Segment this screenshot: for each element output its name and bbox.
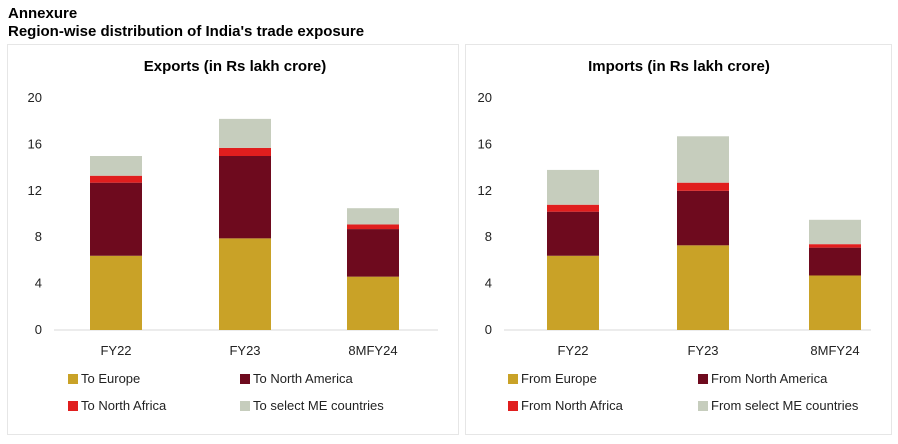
imports-bar-fy22-series-1 bbox=[547, 211, 599, 256]
imports-y-tick-label: 4 bbox=[485, 276, 492, 291]
exports-bar-fy22-series-3 bbox=[90, 156, 142, 176]
exports-x-tick-label: FY23 bbox=[229, 343, 260, 358]
imports-legend-swatch bbox=[698, 401, 708, 411]
exports-y-tick-label: 12 bbox=[28, 183, 42, 198]
imports-x-tick-label: FY22 bbox=[557, 343, 588, 358]
exports-bar-8mfy24-series-1 bbox=[347, 229, 399, 277]
exports-bar-8mfy24-series-2 bbox=[347, 224, 399, 230]
imports-bar-8mfy24-series-3 bbox=[809, 219, 861, 245]
imports-legend-swatch bbox=[508, 401, 518, 411]
exports-legend-label: To Europe bbox=[81, 371, 140, 386]
imports-bar-8mfy24-series-0 bbox=[809, 275, 861, 330]
exports-bar-fy23-series-0 bbox=[219, 238, 271, 330]
imports-legend-swatch bbox=[508, 374, 518, 384]
exports-bar-8mfy24-series-3 bbox=[347, 208, 399, 225]
imports-bar-fy23-series-3 bbox=[677, 136, 729, 183]
exports-bar-fy23-series-1 bbox=[219, 156, 271, 239]
imports-y-tick-label: 12 bbox=[478, 183, 492, 198]
exports-legend-swatch bbox=[68, 401, 78, 411]
imports-bar-fy22-series-0 bbox=[547, 255, 599, 330]
imports-chart: Imports (in Rs lakh crore) 0 4 8 12 16 20 FY22 F… bbox=[478, 58, 871, 413]
exports-bar-fy22-series-0 bbox=[90, 255, 142, 330]
exports-y-tick-label: 0 bbox=[35, 322, 42, 337]
exports-bar-fy22-series-2 bbox=[90, 175, 142, 183]
exports-bar-8mfy24-series-0 bbox=[347, 276, 399, 330]
exports-chart-title: Exports (in Rs lakh crore) bbox=[144, 58, 327, 75]
imports-bar-fy22-series-3 bbox=[547, 169, 599, 205]
imports-x-tick-label: FY23 bbox=[687, 343, 718, 358]
exports-legend-label: To North America bbox=[253, 371, 353, 386]
exports-y-tick-label: 4 bbox=[35, 276, 42, 291]
imports-legend-label: From Europe bbox=[521, 371, 597, 386]
exports-y-tick-label: 8 bbox=[35, 229, 42, 244]
exports-legend-label: To North Africa bbox=[81, 398, 167, 413]
imports-y-tick-label: 0 bbox=[485, 322, 492, 337]
exports-x-tick-label: FY22 bbox=[100, 343, 131, 358]
imports-chart-title: Imports (in Rs lakh crore) bbox=[588, 58, 770, 75]
imports-bar-fy23-series-1 bbox=[677, 190, 729, 246]
exports-legend-swatch bbox=[240, 401, 250, 411]
exports-chart: Exports (in Rs lakh crore) 0 4 8 12 16 20 FY22 F… bbox=[28, 58, 438, 413]
exports-legend-swatch bbox=[68, 374, 78, 384]
imports-legend-label: From North Africa bbox=[521, 398, 624, 413]
exports-legend-swatch bbox=[240, 374, 250, 384]
imports-chart-panel: Imports (in Rs lakh crore) 0 4 8 12 16 20 FY22 F… bbox=[465, 44, 892, 435]
exports-legend-label: To select ME countries bbox=[253, 398, 384, 413]
imports-bar-fy23-series-0 bbox=[677, 245, 729, 330]
imports-y-tick-label: 20 bbox=[478, 90, 492, 105]
imports-x-tick-label: 8MFY24 bbox=[810, 343, 859, 358]
exports-x-tick-label: 8MFY24 bbox=[348, 343, 397, 358]
exports-y-tick-label: 20 bbox=[28, 90, 42, 105]
imports-y-tick-label: 8 bbox=[485, 229, 492, 244]
imports-bar-8mfy24-series-1 bbox=[809, 247, 861, 276]
exports-y-tick-label: 16 bbox=[28, 136, 42, 151]
exports-bar-fy23-series-2 bbox=[219, 147, 271, 156]
imports-bar-8mfy24-series-2 bbox=[809, 244, 861, 248]
exports-bar-fy23-series-3 bbox=[219, 118, 271, 148]
exports-bar-fy22-series-1 bbox=[90, 182, 142, 256]
imports-y-tick-label: 16 bbox=[478, 136, 492, 151]
imports-bar-fy22-series-2 bbox=[547, 204, 599, 212]
imports-bar-fy23-series-2 bbox=[677, 182, 729, 191]
imports-legend-swatch bbox=[698, 374, 708, 384]
exports-chart-panel: Exports (in Rs lakh crore) 0 4 8 12 16 20 FY22 F… bbox=[7, 44, 459, 435]
page-title: Region-wise distribution of India's trad… bbox=[8, 23, 365, 40]
annexure-label: Annexure bbox=[8, 5, 78, 22]
imports-legend-label: From select ME countries bbox=[711, 398, 859, 413]
imports-legend-label: From North America bbox=[711, 371, 828, 386]
